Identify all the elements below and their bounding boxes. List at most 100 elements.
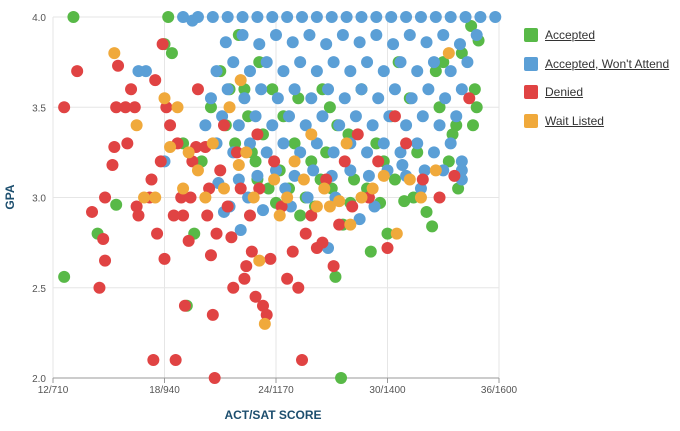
y-axis-title: GPA	[3, 184, 17, 209]
point-accepted-won-t-attend	[333, 119, 346, 132]
point-accepted-won-t-attend	[349, 110, 362, 123]
point-accepted-won-t-attend	[305, 92, 318, 105]
point-accepted-won-t-attend	[370, 29, 383, 42]
point-wait-listed	[310, 200, 323, 213]
point-denied	[381, 242, 394, 255]
point-accepted-won-t-attend	[370, 11, 383, 23]
point-denied	[338, 155, 351, 168]
point-accepted-won-t-attend	[388, 83, 401, 96]
point-accepted-won-t-attend	[310, 137, 323, 150]
point-denied	[351, 128, 364, 141]
legend-label[interactable]: Wait Listed	[545, 113, 604, 128]
point-accepted-won-t-attend	[270, 29, 282, 42]
point-accepted	[305, 155, 318, 168]
legend-item-accepted[interactable]: Accepted	[524, 26, 669, 44]
point-accepted-won-t-attend	[216, 110, 229, 123]
point-accepted	[262, 182, 275, 195]
point-denied	[281, 272, 294, 285]
point-denied	[201, 209, 214, 222]
point-denied	[210, 227, 223, 240]
point-accepted-won-t-attend	[286, 36, 299, 49]
point-denied	[214, 164, 227, 177]
point-accepted-won-t-attend	[249, 110, 262, 123]
point-wait-listed	[297, 173, 310, 186]
point-denied	[151, 227, 164, 240]
point-denied	[110, 101, 123, 114]
point-accepted-won-t-attend	[396, 159, 409, 172]
point-accepted-won-t-attend	[266, 11, 279, 23]
point-accepted	[388, 173, 401, 186]
legend-item-wait-listed[interactable]: Wait Listed	[524, 112, 669, 130]
point-denied	[99, 191, 112, 204]
point-denied	[112, 59, 125, 72]
point-denied	[346, 200, 359, 213]
point-denied	[245, 245, 258, 258]
legend-item-denied[interactable]: Denied	[524, 83, 669, 101]
legend-label[interactable]: Accepted	[545, 28, 596, 42]
point-denied	[243, 209, 256, 222]
point-accepted-won-t-attend	[439, 92, 452, 105]
point-accepted-won-t-attend	[429, 11, 442, 23]
point-accepted-won-t-attend	[270, 164, 282, 177]
legend-item-accepted-won-t-attend[interactable]: Accepted, Won't Attend	[524, 55, 669, 73]
legend-swatch	[524, 113, 538, 128]
point-accepted	[470, 101, 483, 114]
point-denied	[268, 155, 281, 168]
legend: Accepted Accepted, Won't Attend Denied Wait…	[524, 26, 669, 140]
point-accepted-won-t-attend	[307, 164, 320, 177]
point-denied	[147, 353, 160, 366]
point-denied	[204, 249, 217, 262]
point-wait-listed	[340, 137, 353, 150]
point-accepted-won-t-attend	[327, 56, 340, 69]
point-accepted-won-t-attend	[427, 146, 440, 159]
point-accepted-won-t-attend	[377, 65, 390, 78]
point-accepted-won-t-attend	[411, 137, 424, 150]
point-wait-listed	[323, 200, 336, 213]
point-accepted	[67, 11, 80, 23]
point-accepted-won-t-attend	[256, 204, 269, 217]
point-accepted-won-t-attend	[260, 56, 273, 69]
point-denied	[178, 299, 191, 312]
point-accepted	[195, 155, 208, 168]
point-denied	[240, 260, 253, 273]
point-wait-listed	[258, 317, 271, 330]
point-denied	[227, 281, 240, 294]
point-accepted-won-t-attend	[234, 223, 247, 236]
legend-swatch	[524, 85, 538, 99]
legend-label[interactable]: Accepted, Won't Attend	[545, 56, 670, 71]
point-accepted-won-t-attend	[186, 14, 199, 27]
point-denied	[191, 83, 204, 96]
y-tick-label: 2.0	[32, 374, 46, 385]
point-accepted-won-t-attend	[355, 83, 368, 96]
point-denied	[106, 159, 119, 172]
point-accepted-won-t-attend	[400, 11, 413, 23]
point-accepted	[294, 209, 307, 222]
point-accepted	[348, 173, 361, 186]
point-accepted-won-t-attend	[437, 29, 450, 42]
point-accepted-won-t-attend	[294, 146, 307, 159]
point-accepted	[288, 137, 301, 150]
point-accepted-won-t-attend	[232, 173, 245, 186]
point-accepted-won-t-attend	[253, 38, 266, 51]
point-denied	[225, 231, 238, 244]
point-accepted-won-t-attend	[206, 11, 219, 23]
point-accepted-won-t-attend	[132, 65, 145, 78]
point-wait-listed	[442, 47, 455, 60]
point-denied	[217, 119, 230, 132]
point-accepted-won-t-attend	[422, 83, 435, 96]
point-wait-listed	[377, 169, 390, 182]
point-accepted-won-t-attend	[474, 11, 487, 23]
point-denied	[128, 101, 141, 114]
point-accepted-won-t-attend	[283, 110, 296, 123]
point-denied	[177, 209, 190, 222]
legend-label[interactable]: Denied	[545, 85, 584, 99]
point-accepted-won-t-attend	[177, 11, 190, 23]
point-accepted	[110, 198, 123, 211]
point-wait-listed	[191, 164, 204, 177]
point-accepted-won-t-attend	[355, 11, 368, 23]
point-denied	[93, 281, 106, 294]
point-accepted-won-t-attend	[325, 11, 338, 23]
point-accepted-won-t-attend	[403, 29, 416, 42]
point-accepted	[249, 155, 262, 168]
tick-labels: 2.0 2.5 3.0 3.5 4.0 12/710 18/940 24/1170 30/140…	[32, 13, 517, 396]
